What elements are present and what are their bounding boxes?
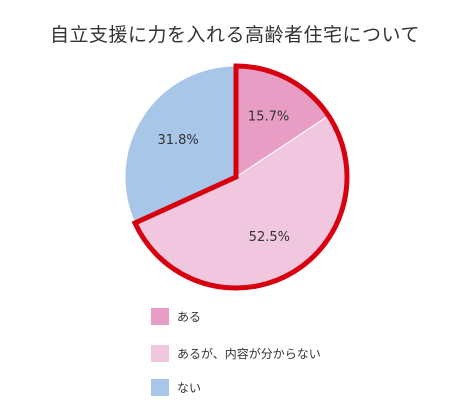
legend-label-aru: ある <box>177 309 202 324</box>
highlight-outline-path <box>131 63 350 291</box>
legend-item-nai: ない <box>151 378 201 396</box>
legend-swatch-nai <box>151 378 169 396</box>
slice-labels: 15.7% 52.5% 31.8% <box>157 109 290 245</box>
chart-title: 自立支援に力を入れる高齢者住宅について <box>50 24 420 46</box>
slice-label-0: 15.7% <box>248 109 289 124</box>
legend-swatch-aru <box>151 307 169 325</box>
slice-label-1: 52.5% <box>249 230 290 245</box>
legend-label-aru-unknown: あるが、内容が分からない <box>177 346 321 361</box>
legend-swatch-aru-unknown <box>151 344 169 362</box>
pie-chart: 15.7% 52.5% 31.8% <box>124 63 350 291</box>
pie-slice-2 <box>124 65 237 224</box>
legend-label-nai: ない <box>177 380 202 395</box>
slice-label-2: 31.8% <box>157 133 198 148</box>
highlight-outline <box>131 63 350 291</box>
legend-item-aru: ある <box>151 307 201 325</box>
pie-slices <box>124 65 348 289</box>
legend-item-aru-unknown: あるが、内容が分からない <box>151 344 321 362</box>
